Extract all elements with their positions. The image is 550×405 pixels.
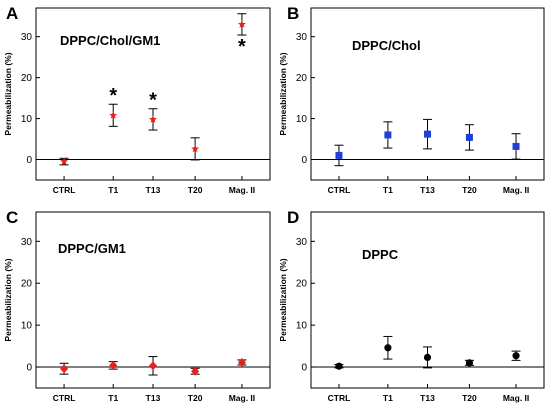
data-point bbox=[465, 359, 474, 367]
x-tick-label: CTRL bbox=[53, 393, 76, 403]
data-point bbox=[60, 364, 69, 374]
data-point bbox=[149, 361, 157, 371]
x-tick-label: Mag. II bbox=[229, 185, 255, 195]
x-tick-label: CTRL bbox=[328, 185, 351, 195]
panel-letter: B bbox=[287, 4, 299, 23]
x-tick-label: T1 bbox=[383, 185, 393, 195]
y-axis-label: Permeabilization (%) bbox=[3, 258, 13, 341]
y-tick-label: 0 bbox=[301, 155, 307, 166]
x-tick-label: T20 bbox=[462, 185, 477, 195]
y-axis-label: Permeabilization (%) bbox=[278, 52, 288, 135]
y-tick-label: 0 bbox=[26, 363, 32, 374]
panel-letter: A bbox=[6, 4, 18, 23]
y-tick-label: 30 bbox=[296, 237, 308, 248]
data-point bbox=[384, 344, 392, 352]
x-tick-label: T20 bbox=[188, 185, 203, 195]
data-point bbox=[512, 352, 520, 360]
panel-D: 0 10 20 30 CTRL T1 T13 T20 Mag. II Permeabilizati… bbox=[278, 208, 545, 403]
y-tick-label: 10 bbox=[21, 114, 33, 125]
panel-title: DPPC/GM1 bbox=[58, 241, 126, 256]
y-tick-label: 10 bbox=[21, 321, 33, 332]
data-point bbox=[60, 157, 69, 165]
panel-A: 0 10 20 30 CTRL T1 T13 T20 Mag. II Permeabilizati… bbox=[3, 4, 271, 195]
panel-letter: C bbox=[6, 208, 18, 227]
y-tick-label: 10 bbox=[296, 114, 308, 125]
x-tick-label: T1 bbox=[108, 185, 118, 195]
y-tick-label: 10 bbox=[296, 321, 308, 332]
y-tick-label: 30 bbox=[21, 32, 33, 43]
data-point bbox=[191, 366, 200, 376]
y-tick-label: 20 bbox=[21, 73, 33, 84]
data-point bbox=[335, 151, 343, 159]
data-point bbox=[149, 115, 157, 123]
data-point bbox=[423, 353, 432, 362]
x-tick-label: T13 bbox=[420, 393, 435, 403]
y-axis-label: Permeabilization (%) bbox=[3, 52, 13, 135]
y-tick-label: 30 bbox=[21, 237, 33, 248]
x-tick-label: T20 bbox=[188, 393, 203, 403]
panel-B: 0 10 20 30 CTRL T1 T13 T20 Mag. II Permeabilizati… bbox=[278, 4, 545, 195]
significance-marker: * bbox=[109, 85, 117, 107]
y-tick-label: 20 bbox=[21, 279, 33, 290]
x-tick-label: T1 bbox=[108, 393, 118, 403]
y-tick-label: 0 bbox=[26, 155, 32, 166]
panel-letter: D bbox=[287, 208, 299, 227]
y-tick-label: 20 bbox=[296, 279, 308, 290]
data-point bbox=[109, 111, 118, 119]
x-tick-label: Mag. II bbox=[229, 393, 255, 403]
significance-marker: * bbox=[149, 90, 157, 112]
x-tick-label: T13 bbox=[146, 393, 161, 403]
y-tick-label: 20 bbox=[296, 73, 308, 84]
data-point bbox=[237, 357, 246, 367]
data-point bbox=[335, 362, 343, 370]
panel-C: 0 10 20 30 CTRL T1 T13 T20 Mag. II Permeabilizati… bbox=[3, 208, 271, 403]
data-point bbox=[424, 130, 431, 138]
x-tick-label: T20 bbox=[462, 393, 477, 403]
x-tick-label: T1 bbox=[383, 393, 393, 403]
plot-frame bbox=[310, 7, 545, 181]
x-tick-label: Mag. II bbox=[503, 393, 529, 403]
data-point bbox=[191, 144, 200, 153]
panel-title: DPPC/Chol bbox=[352, 38, 421, 53]
y-tick-label: 0 bbox=[301, 363, 307, 374]
x-tick-label: T13 bbox=[420, 185, 435, 195]
significance-marker: * bbox=[238, 36, 246, 58]
data-point bbox=[512, 142, 520, 150]
panel-title: DPPC bbox=[362, 247, 399, 262]
data-point bbox=[465, 133, 473, 141]
x-tick-label: T13 bbox=[146, 185, 161, 195]
x-tick-label: Mag. II bbox=[503, 185, 529, 195]
x-tick-label: CTRL bbox=[328, 393, 351, 403]
data-point bbox=[109, 360, 118, 370]
y-axis-label: Permeabilization (%) bbox=[278, 258, 288, 341]
panel-title: DPPC/Chol/GM1 bbox=[60, 33, 160, 48]
data-point bbox=[384, 131, 392, 139]
y-tick-label: 30 bbox=[296, 32, 308, 43]
data-point bbox=[237, 20, 246, 28]
x-tick-label: CTRL bbox=[53, 185, 76, 195]
